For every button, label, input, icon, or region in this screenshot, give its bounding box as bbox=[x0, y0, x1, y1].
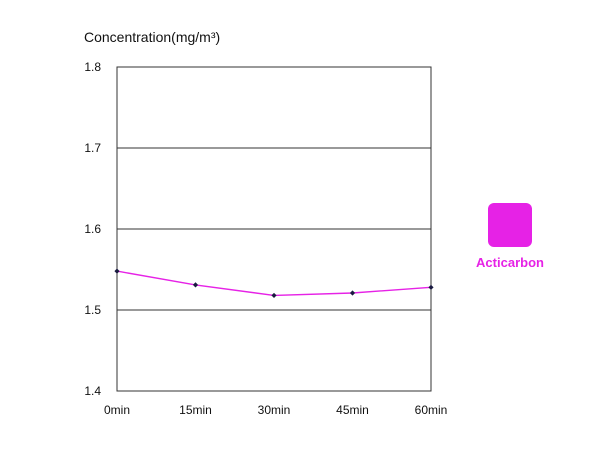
legend-label: Acticarbon bbox=[476, 255, 544, 270]
y-tick-label: 1.5 bbox=[84, 303, 101, 317]
data-point bbox=[271, 292, 277, 299]
series-group bbox=[114, 268, 434, 299]
x-tick-label: 15min bbox=[179, 403, 212, 417]
legend-swatch bbox=[488, 203, 532, 247]
x-tick-label: 0min bbox=[104, 403, 130, 417]
y-tick-label: 1.7 bbox=[84, 141, 101, 155]
gridlines bbox=[117, 147, 431, 311]
data-point bbox=[114, 268, 120, 274]
x-tick-label: 60min bbox=[415, 403, 448, 417]
data-point bbox=[192, 282, 199, 288]
series-line bbox=[116, 270, 432, 297]
legend: Acticarbon bbox=[476, 203, 544, 270]
y-tick-label: 1.8 bbox=[84, 60, 101, 74]
x-tick-labels: 0min 15min 30min 45min 60min bbox=[104, 403, 447, 417]
x-tick-label: 45min bbox=[336, 403, 369, 417]
y-tick-label: 1.4 bbox=[84, 384, 101, 398]
data-point bbox=[349, 290, 356, 296]
y-tick-label: 1.6 bbox=[84, 222, 101, 236]
data-point bbox=[428, 284, 434, 290]
y-axis-title: Concentration(mg/m³) bbox=[84, 29, 220, 45]
y-tick-labels: 1.4 1.5 1.6 1.7 1.8 bbox=[84, 60, 101, 398]
x-tick-label: 30min bbox=[258, 403, 291, 417]
